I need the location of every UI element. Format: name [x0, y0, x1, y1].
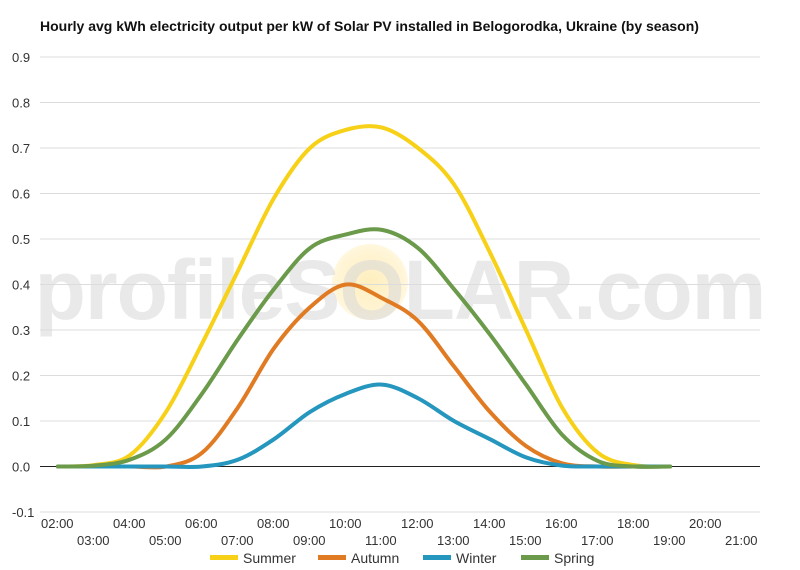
legend-label: Winter — [456, 550, 497, 566]
y-tick-label: 0.5 — [12, 232, 30, 247]
y-tick-label: 0.6 — [12, 187, 30, 202]
legend-label: Autumn — [351, 550, 399, 566]
series-lines — [56, 124, 672, 470]
y-tick-label: 0.8 — [12, 96, 30, 111]
x-tick-label: 03:00 — [77, 533, 110, 548]
legend-swatch-spring — [521, 555, 549, 560]
watermark-text: profileSOLAR.com — [34, 243, 767, 337]
y-tick-label: 0.0 — [12, 460, 30, 475]
legend-label: Summer — [243, 550, 296, 566]
legend-swatch-winter — [423, 555, 451, 560]
legend-swatch-autumn — [318, 555, 346, 560]
x-tick-label: 11:00 — [365, 533, 397, 548]
gridlines — [40, 56, 760, 513]
series-line-winter — [56, 382, 672, 470]
y-tick-label: -0.1 — [12, 505, 34, 520]
x-tick-label: 18:00 — [617, 516, 650, 531]
y-tick-label: 0.4 — [12, 278, 30, 293]
y-tick-label: 0.7 — [12, 141, 30, 156]
x-tick-label: 14:00 — [473, 516, 506, 531]
x-tick-label: 07:00 — [221, 533, 254, 548]
x-tick-label: 13:00 — [437, 533, 470, 548]
y-tick-label: 0.3 — [12, 323, 30, 338]
x-tick-label: 16:00 — [545, 516, 578, 531]
x-tick-label: 02:00 — [41, 516, 74, 531]
y-tick-label: 0.2 — [12, 369, 30, 384]
x-tick-label: 19:00 — [653, 533, 686, 548]
y-axis-labels: 0.9 0.8 0.7 0.6 0.5 0.4 0.3 0.2 0.1 0.0 -0.1 — [12, 50, 34, 520]
legend-swatch-summer — [210, 555, 238, 560]
x-tick-label: 21:00 — [725, 533, 758, 548]
legend-label: Spring — [554, 550, 594, 566]
x-tick-label: 15:00 — [509, 533, 542, 548]
x-tick-label: 20:00 — [689, 516, 722, 531]
x-tick-label: 05:00 — [149, 533, 182, 548]
x-tick-label: 10:00 — [329, 516, 362, 531]
x-tick-label: 04:00 — [113, 516, 146, 531]
x-tick-label: 09:00 — [293, 533, 326, 548]
x-tick-label: 08:00 — [257, 516, 290, 531]
x-axis-labels: 02:00 04:00 06:00 08:00 10:00 12:00 14:00 16:00… — [41, 516, 758, 548]
series-line-summer — [56, 124, 672, 469]
series-line-spring — [56, 227, 672, 469]
chart-title: Hourly avg kWh electricity output per kW… — [40, 18, 699, 34]
legend: Summer Autumn Winter Spring — [210, 550, 594, 566]
x-tick-label: 06:00 — [185, 516, 218, 531]
x-tick-label: 12:00 — [401, 516, 434, 531]
y-tick-label: 0.9 — [12, 50, 30, 65]
x-tick-label: 17:00 — [581, 533, 614, 548]
y-tick-label: 0.1 — [12, 414, 30, 429]
